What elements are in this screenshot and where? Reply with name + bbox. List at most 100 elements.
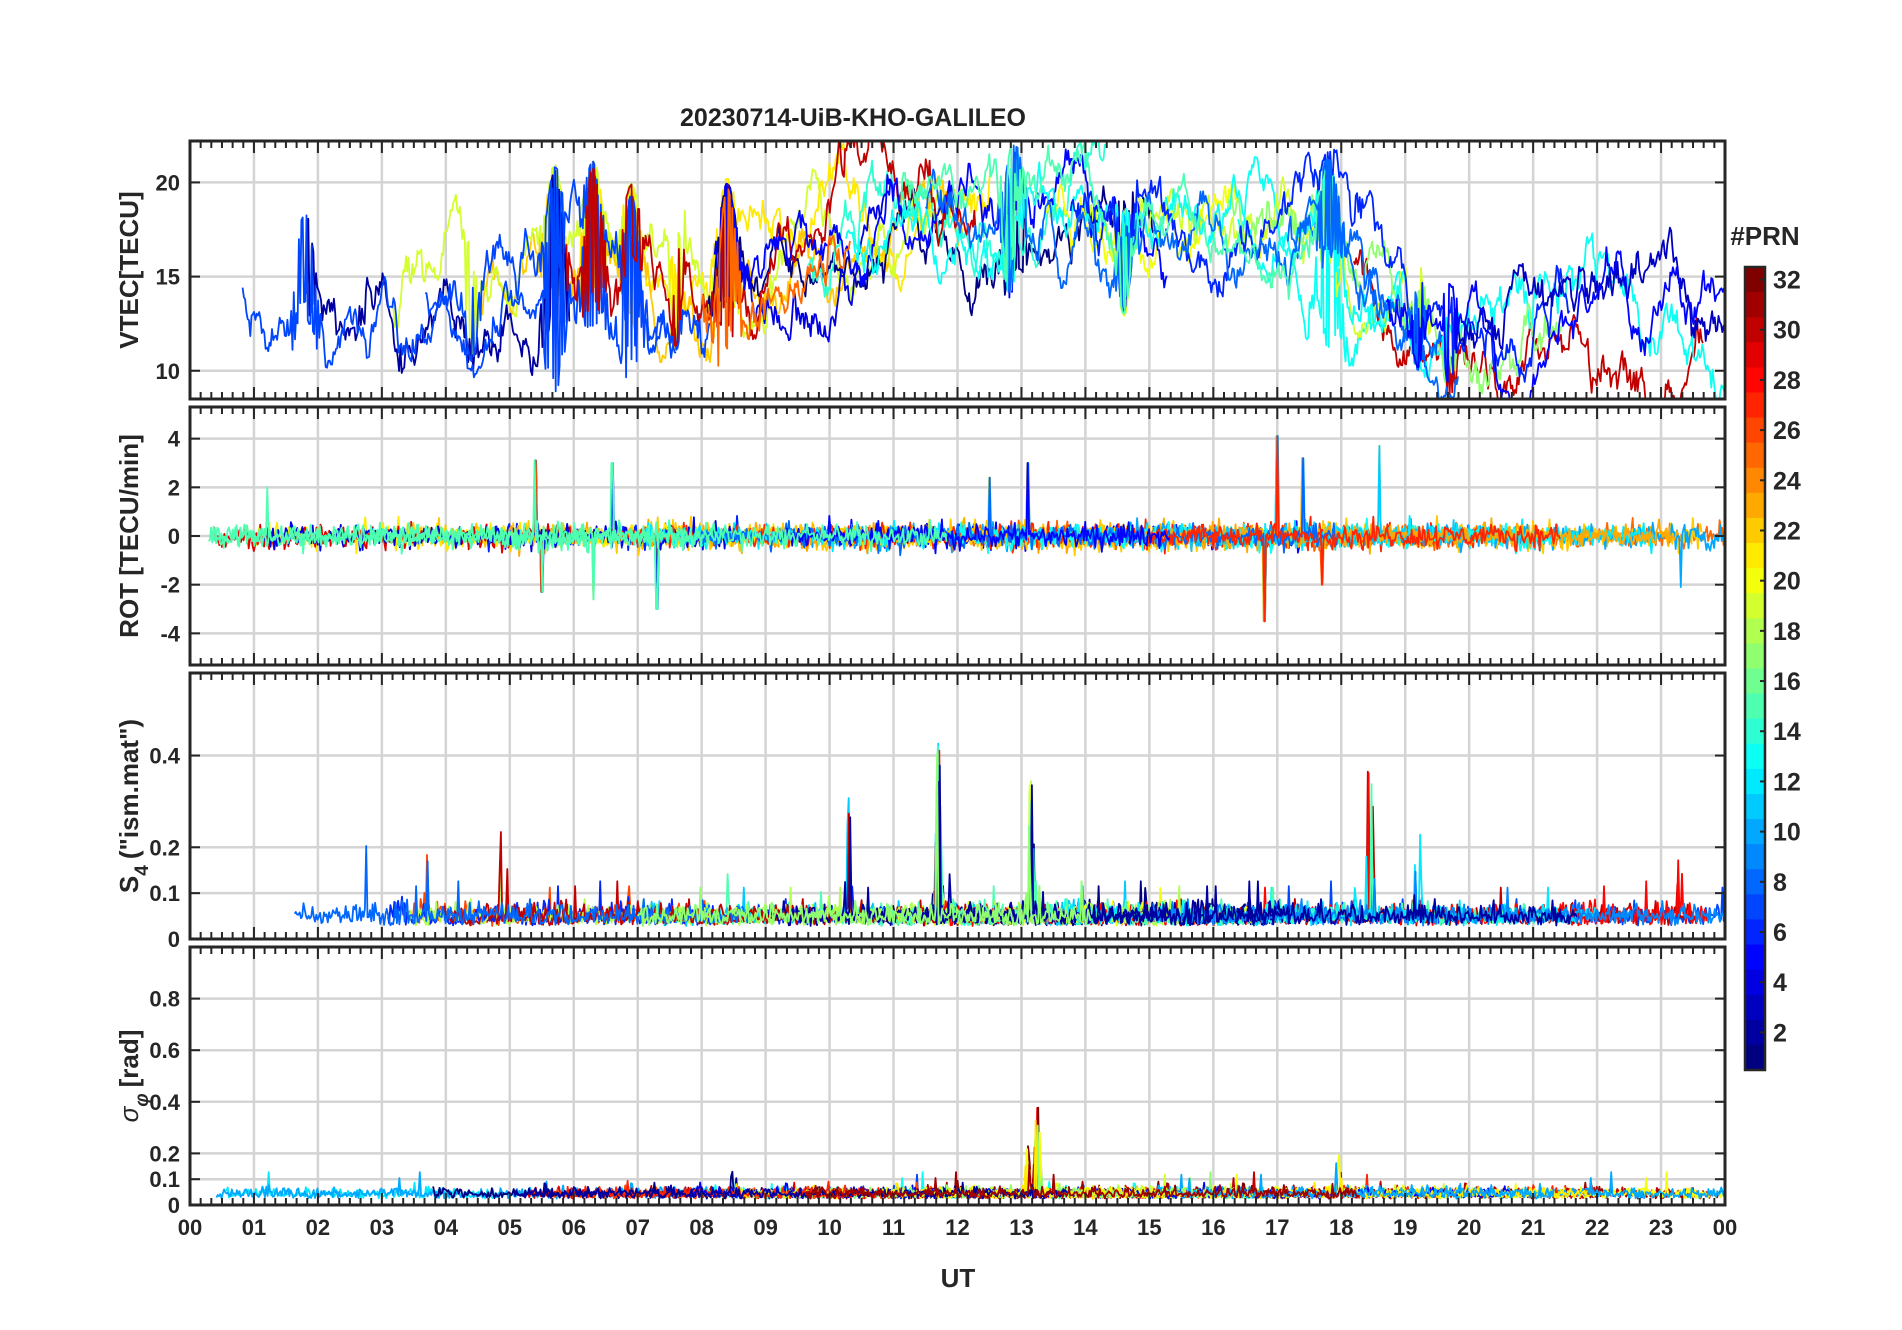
x-tick-label: 18 <box>1329 1215 1353 1240</box>
sigma_phi-series-prn-31 <box>804 1163 1360 1200</box>
sigma_phi-y-tick-label: 0.6 <box>149 1038 180 1063</box>
x-tick-label: 13 <box>1009 1215 1033 1240</box>
colorbar-segment <box>1745 668 1765 695</box>
vtec-series-prn-13 <box>845 154 1408 333</box>
s4-y-tick-label: 0 <box>168 927 180 952</box>
colorbar-segment <box>1745 568 1765 594</box>
s4-series-prn-17 <box>637 753 1093 927</box>
x-tick-label: 08 <box>689 1215 713 1240</box>
x-tick-label: 01 <box>242 1215 266 1240</box>
colorbar-tick-label: 32 <box>1773 267 1801 295</box>
vtec-y-tick-label: 10 <box>156 359 180 384</box>
x-tick-label: 14 <box>1073 1215 1098 1240</box>
colorbar-tick-label: 18 <box>1773 618 1801 646</box>
colorbar-segment <box>1745 1044 1765 1071</box>
colorbar-tick-label: 8 <box>1773 869 1787 897</box>
rot-series-group <box>208 435 1725 623</box>
vtec-series-prn-30 <box>565 141 977 347</box>
x-tick-label: 04 <box>434 1215 459 1240</box>
colorbar-segment <box>1745 467 1765 494</box>
x-tick-label: 12 <box>945 1215 969 1240</box>
colorbar-segment <box>1745 618 1765 645</box>
panel-s4: 0 0.1 0.2 0.4S4("ism.mat") <box>114 671 1727 952</box>
colorbar-segment <box>1745 517 1765 544</box>
rot-y-axis-label: ROT [TECU/min] <box>114 434 144 638</box>
colorbar-segment <box>1745 292 1765 318</box>
colorbar-segment <box>1745 1019 1765 1046</box>
vtec-y-axis-label: VTEC[TECU] <box>114 191 144 348</box>
colorbar-segment <box>1745 743 1765 770</box>
x-tick-label: 07 <box>625 1215 649 1240</box>
colorbar-segment <box>1745 643 1765 670</box>
x-tick-label: 00 <box>1713 1215 1737 1240</box>
s4-series-group <box>293 742 1725 927</box>
s4-y-tick-label: 0.4 <box>149 744 180 769</box>
s4-y-axis-label: S4("ism.mat") <box>114 719 153 893</box>
colorbar-segment <box>1745 317 1765 343</box>
panel-sigma_phi: 00.10.2 0.4 0.6 0.8 σφ[rad] <box>114 945 1727 1218</box>
vtec-series-prn-4 <box>713 174 895 343</box>
colorbar-tick-label: 22 <box>1773 517 1801 545</box>
x-tick-label: 03 <box>370 1215 394 1240</box>
sigma_phi-y-tick-label: 0.1 <box>149 1167 180 1192</box>
vtec-series-prn-15 <box>899 142 1327 315</box>
panel-rot: -4 -2 0 2 4 ROT [TECU/min] <box>114 405 1727 667</box>
x-tick-label: 11 <box>882 1215 905 1240</box>
colorbar-segment <box>1745 718 1765 745</box>
colorbar-segment <box>1745 367 1765 394</box>
x-tick-label: 10 <box>817 1215 841 1240</box>
x-axis-label: UT <box>941 1263 976 1293</box>
colorbar-tick-label: 30 <box>1773 317 1801 345</box>
colorbar-frame <box>1743 265 1767 1072</box>
chart-title: 20230714-UiB-KHO-GALILEO <box>680 104 1026 132</box>
colorbar-tick-label: 16 <box>1773 668 1801 696</box>
vtec-series-prn-5 <box>1385 246 1725 399</box>
colorbar-tick-label: 26 <box>1773 417 1801 445</box>
colorbar-label: #PRN <box>1730 221 1799 251</box>
x-tick-label: 23 <box>1649 1215 1673 1240</box>
vtec-series-prn-19 <box>391 161 952 361</box>
x-tick-label: 19 <box>1393 1215 1417 1240</box>
vtec-series-prn-6 <box>1069 148 1571 383</box>
sigma_phi-y-tick-label: 0.8 <box>149 987 180 1012</box>
colorbar-segment <box>1745 793 1765 820</box>
sigma_phi-y-tick-label: 0 <box>168 1193 180 1218</box>
vtec-series-prn-8 <box>1287 158 1459 399</box>
x-tick-label: 00 <box>178 1215 202 1240</box>
x-tick-label: 20 <box>1457 1215 1481 1240</box>
colorbar-tick-label: 4 <box>1773 969 1787 997</box>
rot-y-tick-label: 4 <box>168 427 181 452</box>
colorbar-segment <box>1745 894 1765 921</box>
colorbar-tick-label: 12 <box>1773 768 1801 796</box>
vtec-series-prn-5 <box>724 148 1168 299</box>
x-tick-label: 06 <box>562 1215 586 1240</box>
vtec-y-tick-label: 15 <box>156 265 180 290</box>
rot-y-tick-label: -4 <box>160 621 180 646</box>
vtec-series-prn-8 <box>924 144 1442 364</box>
rot-y-tick-label: -2 <box>160 573 180 598</box>
colorbar-tick-label: 10 <box>1773 819 1801 847</box>
colorbar-segment <box>1745 994 1765 1021</box>
x-tick-label: 17 <box>1265 1215 1289 1240</box>
colorbar-segment <box>1745 392 1765 419</box>
colorbar-segment <box>1745 442 1765 469</box>
colorbar-tick-label: 6 <box>1773 919 1787 947</box>
colorbar-tick-label: 2 <box>1773 1019 1787 1047</box>
colorbar-tick-label: 14 <box>1773 718 1801 746</box>
x-tick-label: 02 <box>306 1215 330 1240</box>
colorbar-segment <box>1745 417 1765 444</box>
colorbar-segment <box>1745 919 1765 946</box>
colorbar-segment <box>1745 342 1765 368</box>
colorbar-tick-label: 28 <box>1773 367 1801 395</box>
vtec-series-prn-7 <box>241 160 711 369</box>
x-tick-label: 15 <box>1137 1215 1161 1240</box>
sigma_phi-y-axis-label: σφ[rad] <box>114 1030 153 1123</box>
colorbar-tick-label: 20 <box>1773 568 1801 596</box>
colorbar-segment <box>1745 869 1765 895</box>
s4-y-tick-label: 0.1 <box>149 881 180 906</box>
x-tick-label: 22 <box>1585 1215 1609 1240</box>
rot-y-tick-label: 2 <box>168 475 180 500</box>
sigma_phi-series-prn-10 <box>1179 1173 1555 1200</box>
vtec-series-group <box>241 141 1725 399</box>
